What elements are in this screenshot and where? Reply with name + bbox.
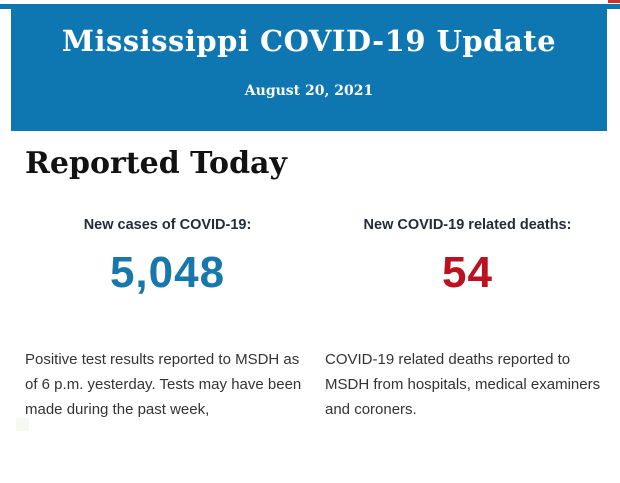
new-deaths-value: 54 <box>442 248 493 297</box>
new-cases-description: Positive test results reported to MSDH a… <box>25 351 302 418</box>
content: Reported Today New cases of COVID-19: 5,… <box>0 131 620 422</box>
top-accent-bar <box>0 4 620 9</box>
new-deaths-description: COVID-19 related deaths reported to MSDH… <box>325 351 601 418</box>
stat-column-new-cases: New cases of COVID-19: 5,048 Positive te… <box>25 216 310 422</box>
stats-row: New cases of COVID-19: 5,048 Positive te… <box>25 216 620 422</box>
new-deaths-label: New COVID-19 related deaths: <box>363 217 572 233</box>
header-title: Mississippi COVID-19 Update <box>61 24 557 58</box>
corner-mark <box>608 0 620 3</box>
decorative-square <box>16 418 29 431</box>
header-banner: Mississippi COVID-19 Update August 20, 2… <box>11 9 607 131</box>
new-cases-label: New cases of COVID-19: <box>83 217 252 233</box>
header-date: August 20, 2021 <box>244 83 374 99</box>
stat-column-new-deaths: New COVID-19 related deaths: 54 COVID-19… <box>325 216 610 422</box>
page-heading: Reported Today <box>25 146 287 181</box>
new-cases-value: 5,048 <box>109 248 226 297</box>
